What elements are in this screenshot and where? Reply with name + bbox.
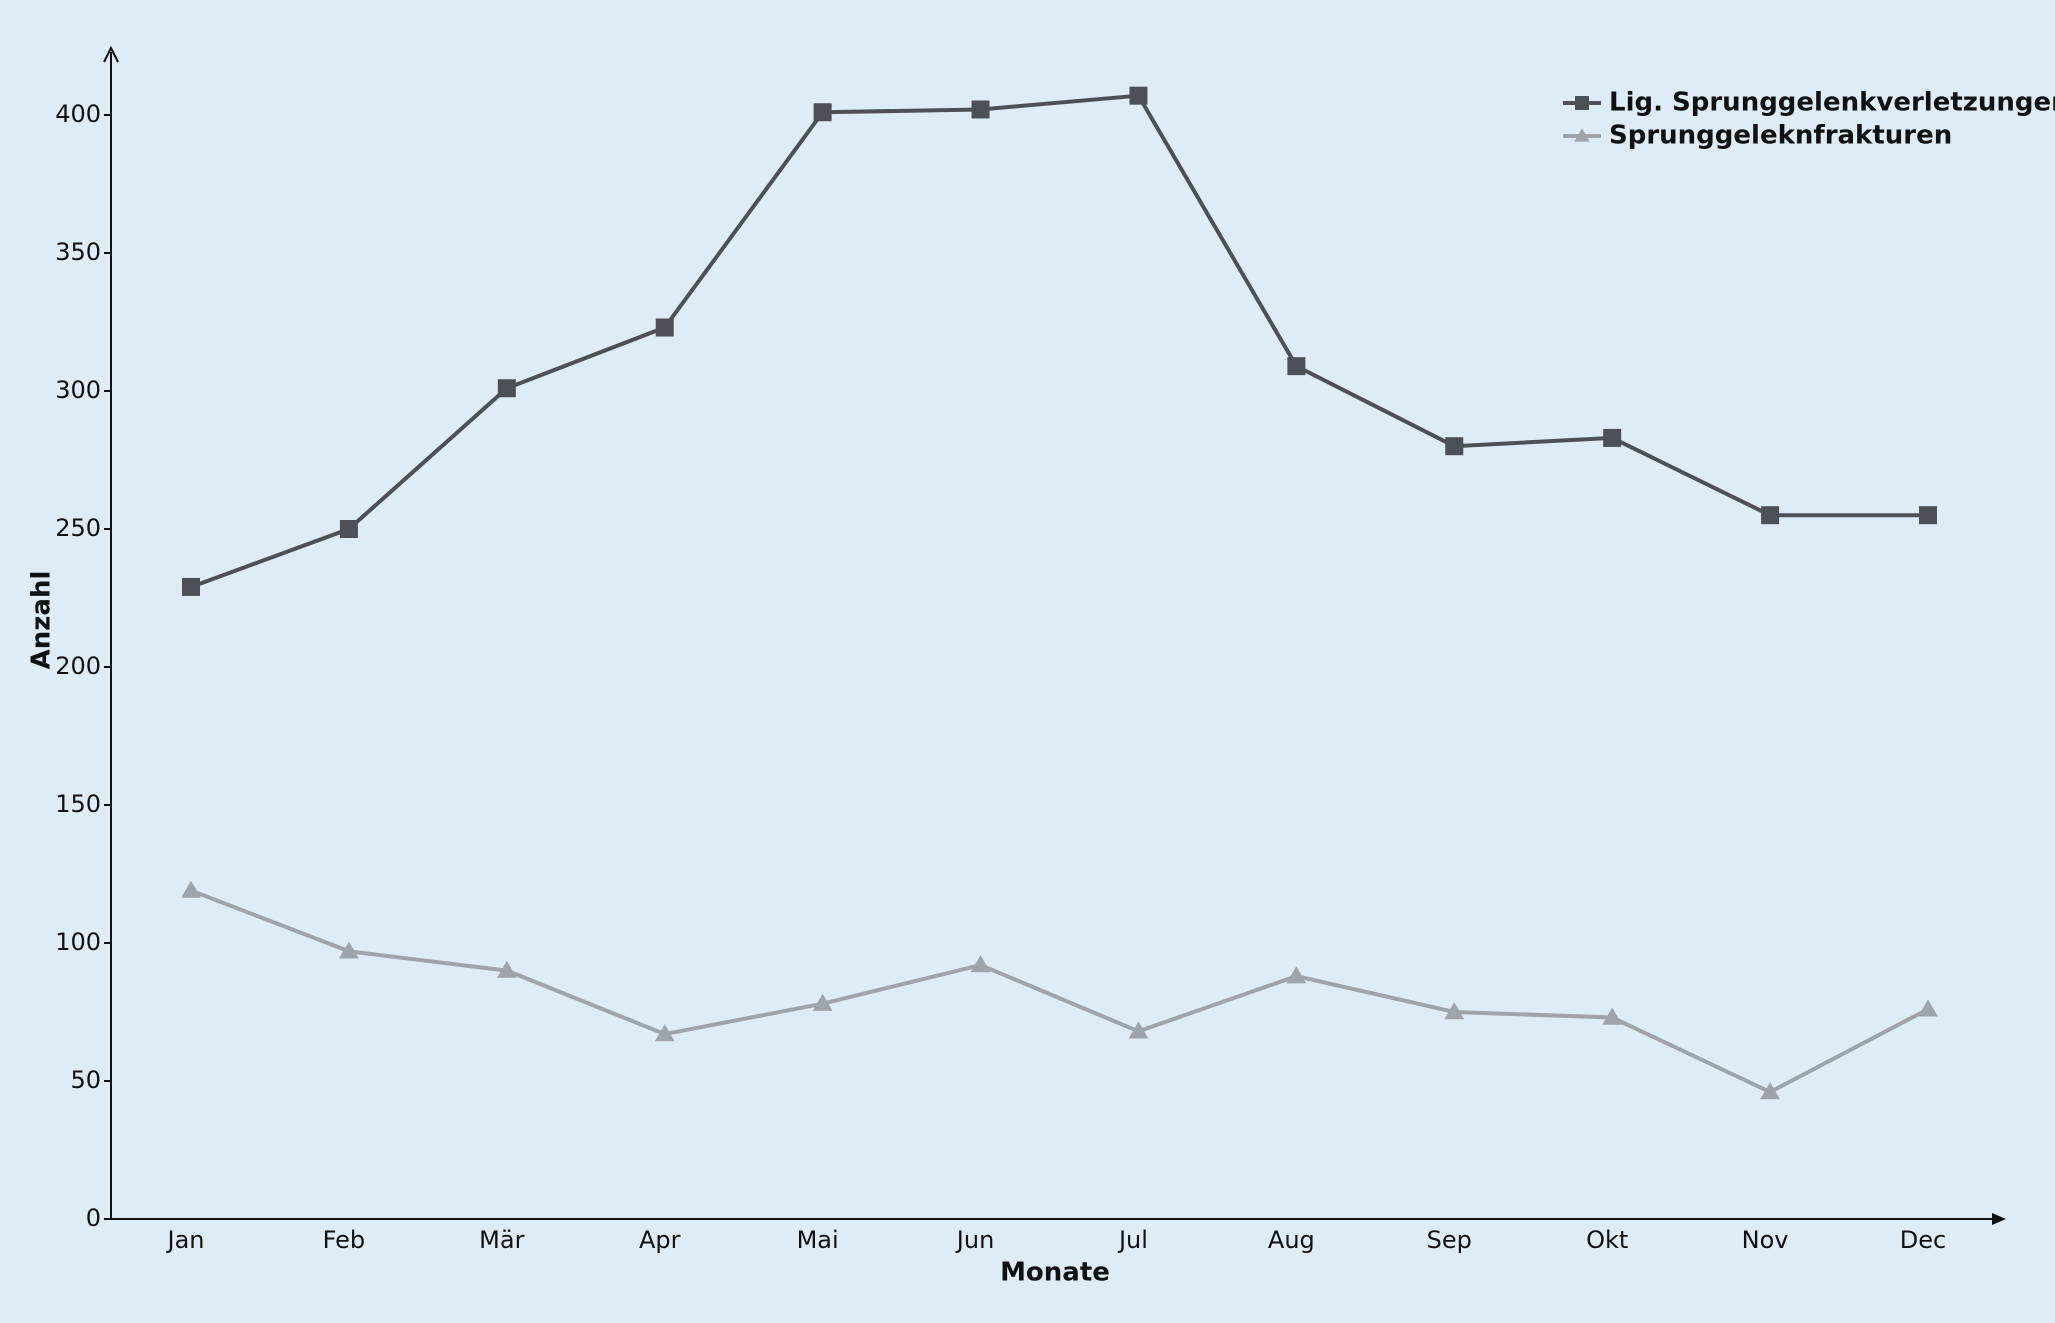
x-tick-label: Mär — [479, 1226, 524, 1254]
y-tick-label: 350 — [55, 238, 101, 266]
x-tick-label: Nov — [1742, 1226, 1789, 1254]
y-tick-label: 150 — [55, 790, 101, 818]
y-tick-label: 400 — [55, 100, 101, 128]
x-tick-label: Feb — [323, 1226, 366, 1254]
x-axis-arrow — [1992, 1213, 2006, 1225]
y-axis-arrow — [103, 45, 119, 63]
legend-label: Sprunggeleknfrakturen — [1609, 121, 1952, 151]
point-marker — [497, 379, 516, 398]
legend-marker — [1575, 96, 1589, 110]
point-marker — [971, 100, 990, 119]
point-marker — [181, 880, 201, 898]
point-marker — [339, 941, 359, 959]
x-axis-label: Monate — [1000, 1258, 1110, 1288]
y-tick-label: 250 — [55, 514, 101, 542]
y-tick-label: 300 — [55, 376, 101, 404]
point-marker — [970, 955, 991, 973]
point-marker — [1287, 357, 1306, 376]
x-tick-label: Okt — [1586, 1226, 1628, 1254]
point-marker — [1129, 86, 1148, 105]
point-marker — [1602, 1007, 1623, 1025]
y-tick-label: 50 — [70, 1066, 101, 1094]
point-marker — [1445, 437, 1464, 456]
point-marker — [654, 1024, 675, 1042]
y-tick-label: 0 — [86, 1204, 101, 1232]
point-marker — [1760, 1082, 1780, 1100]
y-tick-label: 100 — [55, 928, 101, 956]
point-marker — [339, 520, 358, 538]
point-marker — [1286, 966, 1307, 984]
x-tick-label: Mai — [797, 1226, 839, 1254]
x-tick-label: Jan — [166, 1226, 205, 1254]
x-tick-label: Jul — [1117, 1226, 1148, 1254]
point-marker — [1918, 999, 1938, 1017]
series-line — [190, 888, 1929, 1095]
point-marker — [1761, 506, 1780, 525]
x-tick-label: Apr — [639, 1226, 681, 1254]
y-axis-label: Anzahl — [27, 571, 57, 670]
point-marker — [813, 103, 832, 122]
legend-marker — [1574, 128, 1590, 142]
point-marker — [1444, 1002, 1465, 1020]
x-tick-label: Jun — [955, 1226, 995, 1254]
y-tick-label: 200 — [55, 652, 101, 680]
point-marker — [1128, 1021, 1149, 1039]
x-tick-label: Sep — [1427, 1226, 1472, 1254]
point-marker — [182, 577, 200, 596]
series-line — [190, 93, 1928, 589]
point-marker — [1603, 428, 1622, 447]
point-marker — [1919, 506, 1937, 525]
legend-label: Lig. Sprunggelenkverletzungen — [1609, 88, 2055, 118]
point-marker — [655, 318, 674, 337]
point-marker — [496, 960, 517, 978]
x-tick-label: Aug — [1268, 1226, 1315, 1254]
point-marker — [812, 993, 833, 1011]
x-tick-label: Dec — [1900, 1226, 1946, 1254]
